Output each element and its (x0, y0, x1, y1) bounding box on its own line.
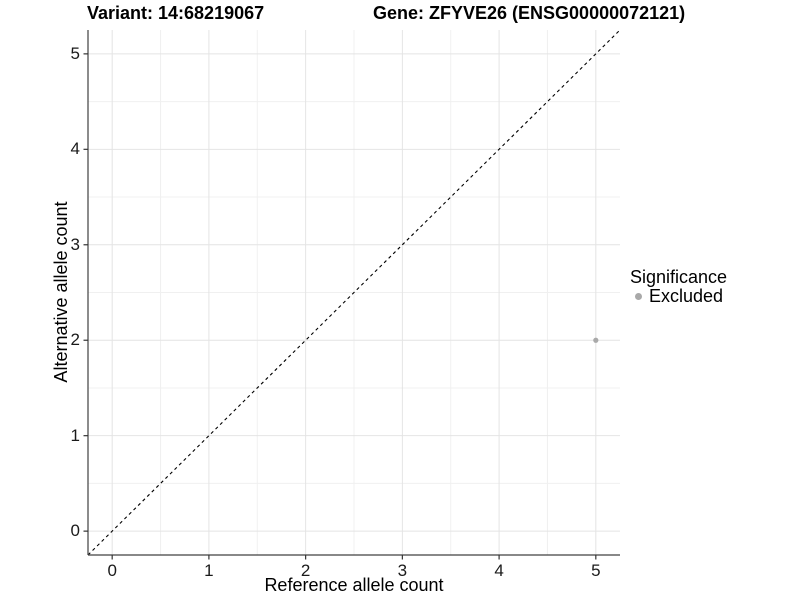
x-tick-label: 1 (204, 561, 214, 580)
legend: Significance Excluded (630, 267, 800, 307)
y-tick-label: 3 (70, 234, 80, 254)
y-tick-label: 2 (70, 330, 80, 350)
legend-items: Excluded (630, 286, 800, 306)
x-axis-title: Reference allele count (264, 575, 444, 595)
y-tick-label: 1 (70, 425, 80, 445)
x-tick-label: 2 (300, 561, 311, 580)
legend-item-label: Excluded (649, 286, 724, 306)
legend-title: Significance (630, 267, 728, 287)
y-tick-label: 4 (70, 139, 80, 159)
y-axis-title: Alternative allele count (51, 201, 71, 383)
legend-key (630, 288, 647, 305)
y-tick-label: 5 (70, 43, 80, 63)
legend-point-icon (635, 293, 642, 300)
identity-line (87, 29, 621, 556)
legend-item: Excluded (630, 286, 800, 306)
x-tick-label: 5 (591, 561, 601, 580)
x-tick-label: 3 (397, 561, 408, 580)
plot-title-gene: Gene: ZFYVE26 (ENSG00000072121) (373, 3, 686, 23)
x-tick-label: 4 (494, 561, 504, 580)
data-point (593, 337, 599, 343)
x-tick-label: 0 (107, 561, 117, 580)
plot-title-variant: Variant: 14:68219067 (87, 3, 265, 23)
y-tick-label: 0 (70, 521, 80, 541)
